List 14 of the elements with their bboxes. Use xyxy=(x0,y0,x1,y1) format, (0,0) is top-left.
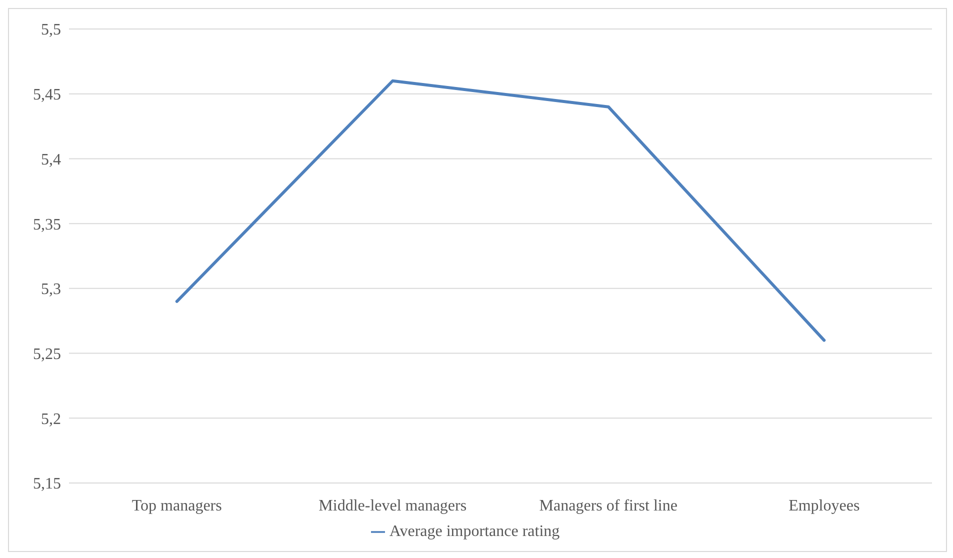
y-tick-label: 5,5 xyxy=(41,22,61,39)
x-tick-label: Top managers xyxy=(132,497,222,514)
legend-label: Average importance rating xyxy=(389,523,560,540)
x-tick-label: Middle-level managers xyxy=(318,497,467,514)
x-tick-label: Managers of first line xyxy=(539,497,678,514)
y-tick-label: 5,25 xyxy=(33,346,61,363)
y-tick-label: 5,35 xyxy=(33,216,61,234)
y-tick-label: 5,4 xyxy=(41,151,61,168)
y-tick-label: 5,3 xyxy=(41,281,61,298)
line-series xyxy=(175,79,826,342)
y-tick-label: 5,15 xyxy=(33,476,61,493)
y-tick-label: 5,2 xyxy=(41,410,61,428)
y-tick-label: 5,45 xyxy=(33,86,61,104)
x-tick-label: Employees xyxy=(788,497,860,514)
